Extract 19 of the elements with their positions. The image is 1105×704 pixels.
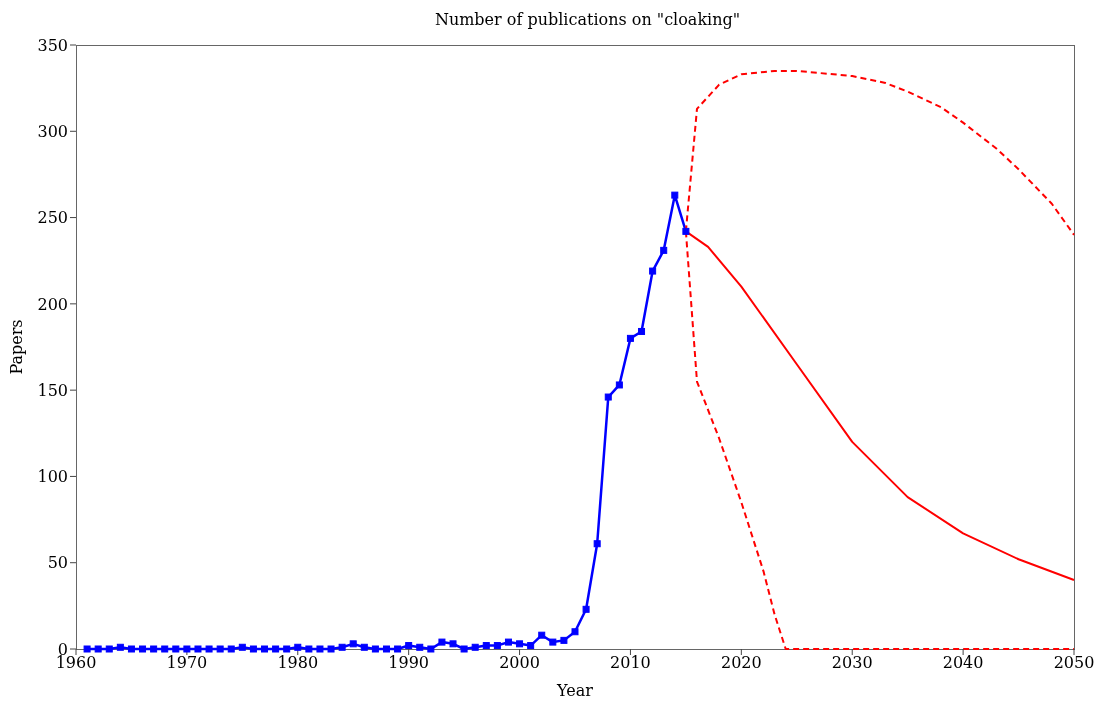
x-tick-label: 2000: [499, 653, 540, 673]
x-tick-label: 1970: [166, 653, 208, 673]
y-tick-label: 50: [47, 553, 68, 573]
y-tick-label: 100: [37, 467, 68, 487]
x-tick-label: 2020: [720, 653, 762, 673]
y-axis-title: Papers: [6, 319, 26, 375]
y-tick-label: 350: [37, 35, 68, 55]
y-tick-label: 150: [37, 380, 68, 400]
x-tick-label: 2050: [1053, 653, 1095, 673]
x-tick-label: 2010: [610, 653, 651, 673]
y-tick-label: 250: [37, 208, 68, 228]
chart-title: Number of publications on "cloaking": [434, 10, 741, 29]
x-tick-label: 1990: [388, 653, 430, 673]
x-tick-label: 2030: [831, 653, 873, 673]
x-tick-label: 1980: [277, 653, 319, 673]
x-axis-title: Year: [556, 681, 594, 700]
x-tick-label: 2040: [942, 653, 984, 673]
y-tick-label: 200: [37, 294, 68, 314]
y-tick-label: 300: [37, 121, 68, 141]
